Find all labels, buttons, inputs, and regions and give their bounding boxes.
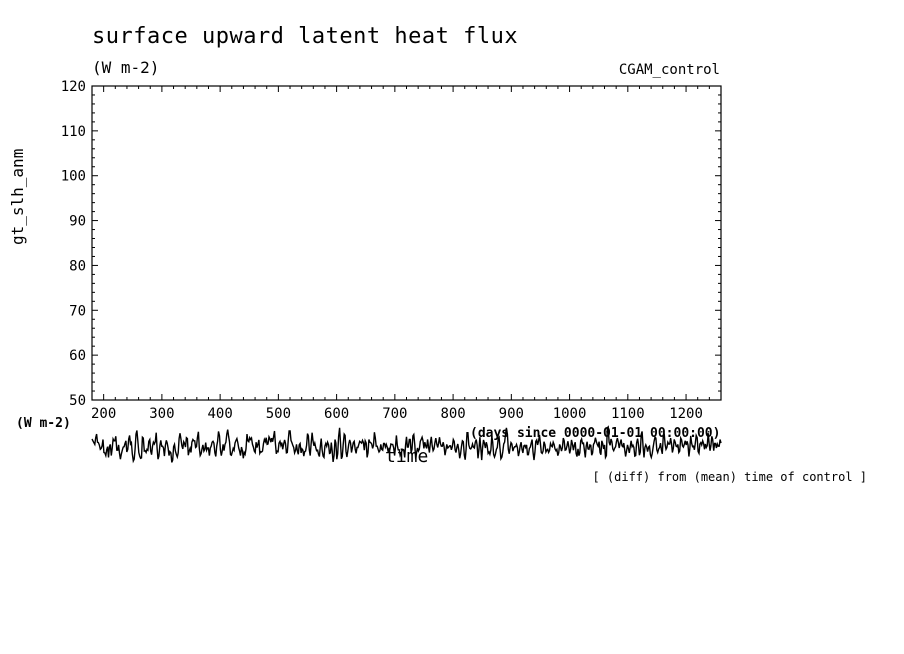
y-tick-label: 70 xyxy=(69,303,86,319)
x-tick-label: 500 xyxy=(266,406,291,422)
y-tick-label: 100 xyxy=(61,169,86,185)
y-tick-label: 90 xyxy=(69,214,86,230)
y-axis-unit: (W m-2) xyxy=(16,416,71,431)
x-tick-label: 1100 xyxy=(611,406,645,422)
x-tick-label: 900 xyxy=(499,406,524,422)
annotation-note: [ (diff) from (mean) time of control ] xyxy=(592,470,867,484)
plot-frame xyxy=(91,85,722,401)
y-tick-label: 80 xyxy=(69,258,86,274)
x-tick-label: 400 xyxy=(207,406,232,422)
x-axis-unit: (days since 0000-01-01 00:00:00) xyxy=(470,426,721,441)
chart-title: surface upward latent heat flux xyxy=(92,24,519,49)
x-tick-label: 200 xyxy=(91,406,116,422)
x-tick-label: 800 xyxy=(440,406,465,422)
y-tick-label: 120 xyxy=(61,79,86,95)
x-tick-label: 600 xyxy=(324,406,349,422)
series-group xyxy=(91,425,722,464)
run-label: CGAM_control xyxy=(618,62,720,78)
axes: 50 60 70 80 90 100 110 120 200 300 400 500 600 700 800… xyxy=(61,79,722,422)
x-tick-label: 1000 xyxy=(553,406,587,422)
y-tick-label: 60 xyxy=(69,348,86,364)
x-tick-label: 1200 xyxy=(669,406,703,422)
x-tick-label: 700 xyxy=(382,406,407,422)
x-tick-label: 300 xyxy=(149,406,174,422)
y-tick-label: 50 xyxy=(69,393,86,409)
series-line-0 xyxy=(91,425,722,464)
y-tick-label: 110 xyxy=(61,124,86,140)
chart-units: (W m-2) xyxy=(92,58,160,77)
